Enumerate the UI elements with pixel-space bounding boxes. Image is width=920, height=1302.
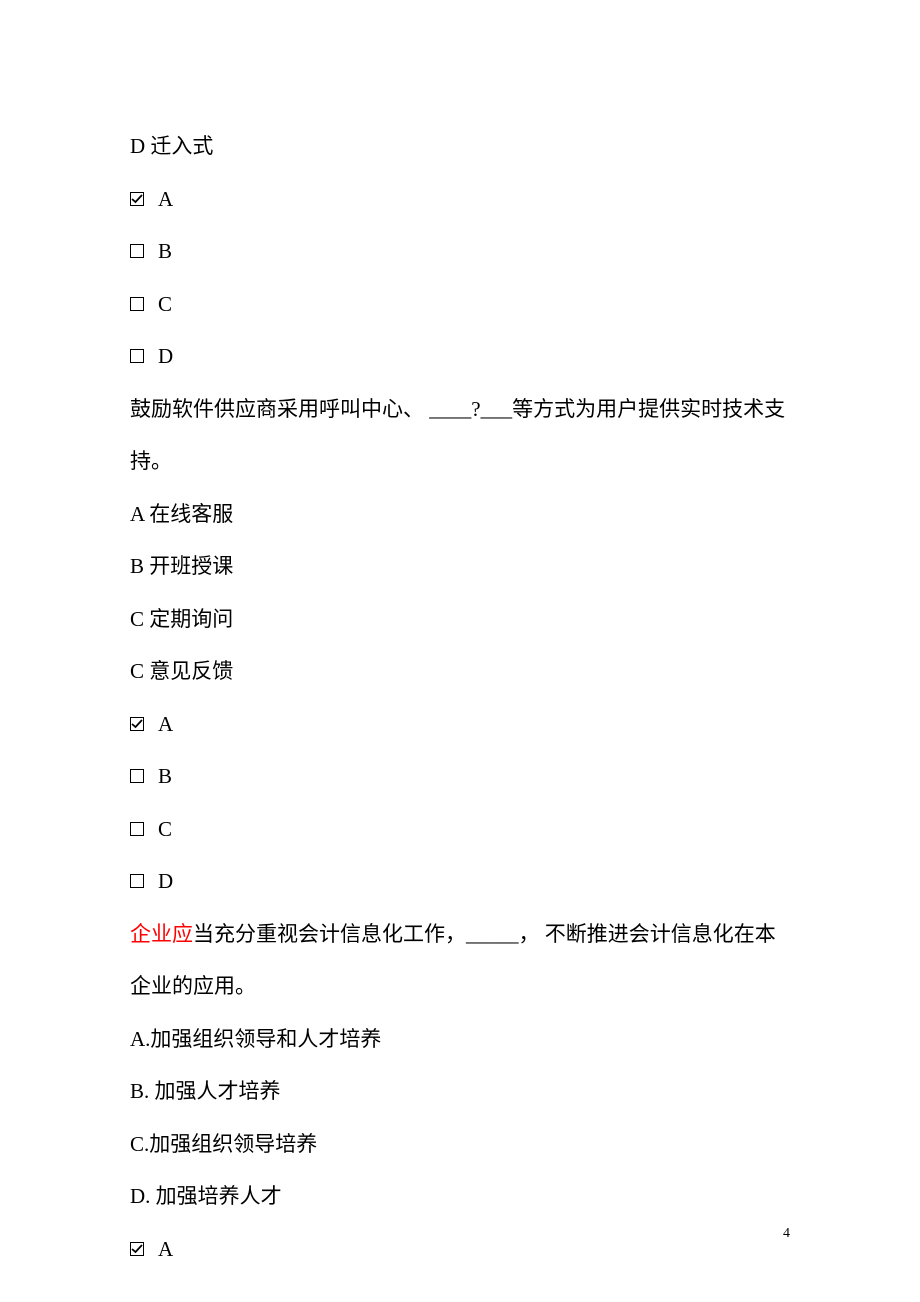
option-letter: B: [158, 750, 172, 803]
q2-question-text: 鼓励软件供应商采用呼叫中心、 ____?___等方式为用户提供实时技术支持。: [130, 383, 790, 488]
q2-option-c: C 定期询问: [130, 593, 790, 646]
checkbox-empty-icon[interactable]: [130, 243, 146, 259]
checkbox-empty-icon[interactable]: [130, 348, 146, 364]
q3-option-d: D. 加强培养人才: [130, 1170, 790, 1223]
q3-red-text: 企业应: [130, 922, 193, 946]
option-letter: C: [158, 803, 172, 856]
option-letter: D: [158, 330, 173, 383]
q2-option-d: C 意见反馈: [130, 645, 790, 698]
q1-option-d-text: D 迁入式: [130, 120, 790, 173]
option-letter: A: [158, 698, 173, 751]
q1-choice-d: D: [130, 330, 790, 383]
q3-option-a: A.加强组织领导和人才培养: [130, 1013, 790, 1066]
q3-choice-a: A: [130, 1223, 790, 1276]
option-letter: B: [158, 225, 172, 278]
q3-option-b: B. 加强人才培养: [130, 1065, 790, 1118]
q2-option-b: B 开班授课: [130, 540, 790, 593]
q1-choice-b: B: [130, 225, 790, 278]
q2-choice-d: D: [130, 855, 790, 908]
q3-option-c: C.加强组织领导培养: [130, 1118, 790, 1171]
page-number: 4: [783, 1226, 790, 1242]
q2-choice-a: A: [130, 698, 790, 751]
option-letter: C: [158, 278, 172, 331]
option-letter: D: [158, 855, 173, 908]
option-letter: A: [158, 1223, 173, 1276]
checkbox-empty-icon[interactable]: [130, 873, 146, 889]
checkbox-checked-icon[interactable]: [130, 1241, 146, 1257]
checkbox-empty-icon[interactable]: [130, 768, 146, 784]
q3-question-text: 企业应当充分重视会计信息化工作，_____， 不断推进会计信息化在本企业的应用。: [130, 908, 790, 1013]
q2-choice-c: C: [130, 803, 790, 856]
checkbox-checked-icon[interactable]: [130, 716, 146, 732]
checkbox-checked-icon[interactable]: [130, 191, 146, 207]
checkbox-empty-icon[interactable]: [130, 296, 146, 312]
option-letter: A: [158, 173, 173, 226]
document-content: D 迁入式 A B C D 鼓励软件供应商采用呼叫中心、 ____?___等方式…: [130, 120, 790, 1275]
q2-choice-b: B: [130, 750, 790, 803]
q2-option-a: A 在线客服: [130, 488, 790, 541]
q3-rest-text: 当充分重视会计信息化工作，_____， 不断推进会计信息化在本企业的应用。: [130, 922, 776, 999]
q1-choice-c: C: [130, 278, 790, 331]
checkbox-empty-icon[interactable]: [130, 821, 146, 837]
q1-choice-a: A: [130, 173, 790, 226]
